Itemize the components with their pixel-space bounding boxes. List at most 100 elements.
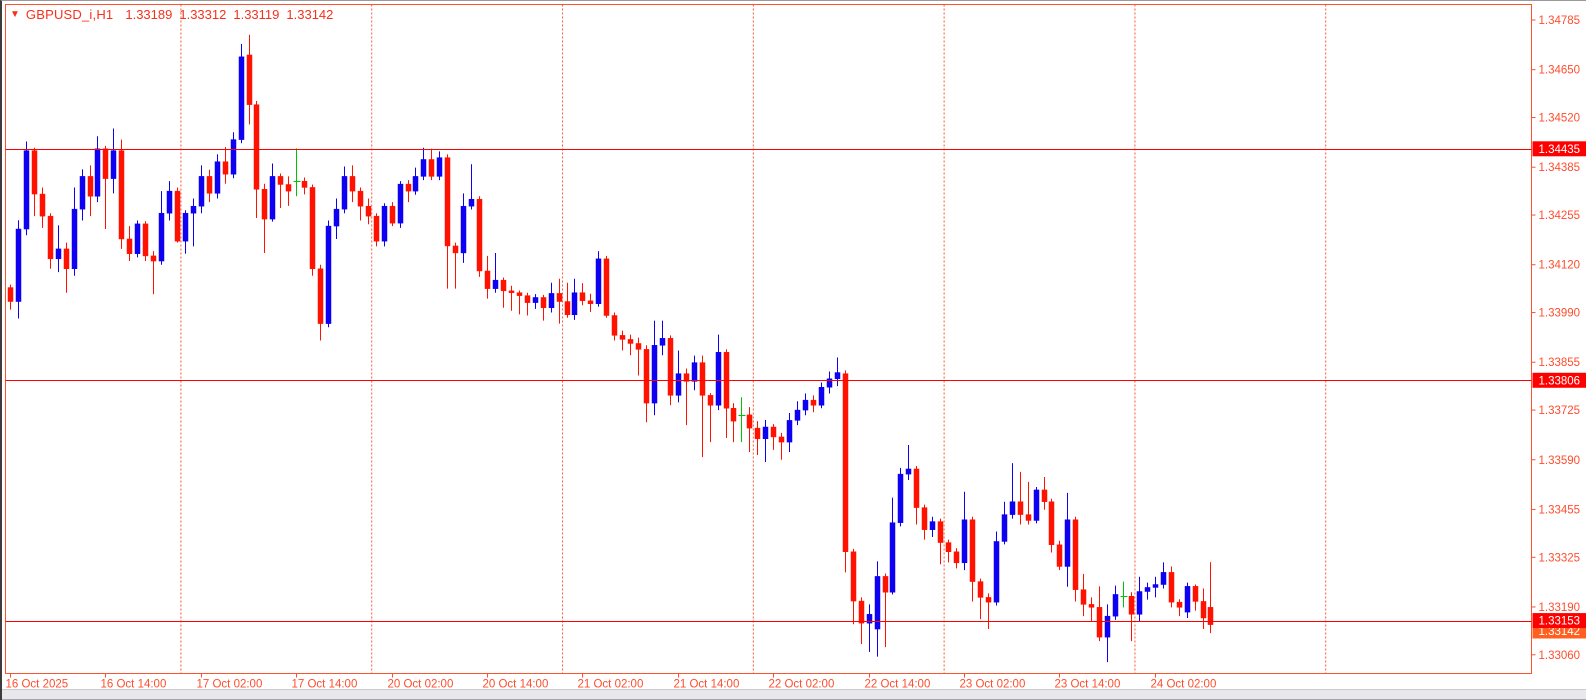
bullish-candle-body: [866, 614, 873, 624]
bullish-candle-body: [238, 56, 245, 140]
bearish-candle-body: [365, 205, 372, 217]
time-axis-label: 22 Oct 02:00: [769, 679, 835, 691]
ohlc-open: 1.33189: [125, 7, 173, 22]
bearish-candle-body: [810, 399, 817, 406]
bullish-candle-body: [818, 387, 825, 406]
bearish-candle-body: [1088, 604, 1095, 608]
bearish-candle-body: [357, 190, 364, 207]
bearish-candle-body: [277, 176, 284, 185]
bullish-candle-body: [1001, 514, 1008, 542]
bearish-candle-body: [627, 339, 634, 344]
bearish-candle-body: [540, 297, 547, 309]
chart-title: ▼ GBPUSD_i,H1 1.33189 1.33312 1.33119 1.…: [10, 7, 333, 22]
bearish-candle-body: [444, 157, 451, 247]
bearish-candle-body: [611, 315, 618, 336]
time-axis-label: 21 Oct 02:00: [578, 679, 644, 691]
bullish-candle-body: [397, 183, 404, 224]
bearish-candle-body: [746, 414, 753, 429]
bearish-candle-body: [246, 54, 253, 105]
bearish-candle-body: [579, 292, 586, 302]
price-axis-label: 1.33855: [1539, 357, 1581, 369]
bearish-candle-body: [850, 551, 857, 602]
bullish-candle-body: [802, 399, 809, 411]
level-price-label-box: [1532, 613, 1586, 629]
bullish-candle-body: [1112, 594, 1119, 617]
bearish-candle-body: [770, 426, 777, 438]
plot-frame: [5, 4, 1532, 674]
bearish-candle-body: [150, 255, 157, 262]
bearish-candle-body: [921, 507, 928, 530]
bearish-candle-body: [953, 551, 960, 564]
price-axis-label: 1.34520: [1539, 113, 1581, 125]
bearish-candle-body: [174, 190, 181, 242]
bearish-candle-body: [977, 581, 984, 598]
bullish-candle-body: [190, 205, 197, 214]
price-axis-label: 1.33455: [1539, 504, 1581, 516]
bullish-candle-body: [1136, 591, 1143, 615]
bearish-candle-body: [142, 223, 149, 257]
bearish-candle-body: [31, 150, 38, 195]
bearish-candle-body: [1096, 607, 1103, 638]
bearish-candle-body: [619, 335, 626, 340]
bearish-candle-body: [643, 349, 650, 404]
price-axis-label: 1.33325: [1539, 552, 1581, 564]
bearish-candle-body: [913, 468, 920, 508]
bearish-candle-body: [309, 187, 316, 270]
bullish-candle-body: [1064, 519, 1071, 567]
bullish-candle-body: [762, 426, 769, 440]
bearish-candle-body: [500, 279, 507, 292]
bearish-candle-body: [945, 542, 952, 553]
bearish-candle-body: [730, 407, 737, 422]
bullish-candle-body: [1184, 586, 1191, 613]
bearish-candle-body: [1200, 601, 1207, 619]
bullish-candle-body: [15, 228, 22, 302]
bearish-candle-body: [1017, 501, 1024, 515]
time-axis-label: 23 Oct 14:00: [1055, 679, 1121, 691]
bearish-candle-body: [1041, 489, 1048, 502]
bearish-candle-body: [373, 215, 380, 242]
bullish-candle-body: [786, 420, 793, 443]
bearish-candle-body: [1192, 586, 1199, 602]
bullish-candle-body: [905, 468, 912, 475]
ohlc-high: 1.33312: [179, 7, 227, 22]
bullish-candle-body: [23, 150, 30, 230]
bullish-candle-body: [1160, 572, 1167, 585]
price-axis-label: 1.33990: [1539, 308, 1581, 320]
bearish-candle-body: [858, 600, 865, 624]
bearish-candle-body: [253, 104, 260, 190]
bearish-candle-body: [683, 373, 690, 382]
time-axis-label: 23 Oct 02:00: [960, 679, 1026, 691]
bullish-candle-body: [1009, 501, 1016, 515]
bearish-candle-body: [985, 597, 992, 603]
bullish-candle-body: [460, 205, 467, 254]
bearish-candle-body: [516, 292, 523, 296]
bearish-candle-body: [476, 198, 483, 272]
bearish-candle-body: [484, 270, 491, 289]
bullish-candle-body: [1033, 489, 1040, 521]
ohlc-low: 1.33119: [233, 7, 280, 22]
price-axis-label: 1.34385: [1539, 162, 1581, 174]
bearish-candle-body: [389, 205, 396, 224]
bullish-candle-body: [182, 212, 189, 242]
chart-symbol-period: GBPUSD_i,H1: [25, 7, 114, 22]
time-axis-label: 17 Oct 14:00: [292, 679, 358, 691]
bullish-candle-body: [269, 176, 276, 220]
bearish-candle-body: [969, 519, 976, 582]
bullish-candle-body: [889, 522, 896, 593]
bullish-candle-body: [675, 373, 682, 396]
bearish-candle-body: [699, 362, 706, 396]
bullish-candle-body: [834, 372, 841, 380]
bullish-candle-body: [158, 212, 165, 262]
bullish-candle-body: [532, 297, 539, 303]
bearish-candle-body: [349, 176, 356, 192]
bearish-candle-body: [778, 436, 785, 443]
bullish-candle-body: [436, 157, 443, 177]
symbol-dropdown-arrow-icon[interactable]: ▼: [10, 9, 20, 20]
bearish-candle-body: [707, 395, 714, 406]
bullish-candle-body: [993, 541, 1000, 603]
bullish-candle-body: [1152, 584, 1159, 588]
bearish-candle-body: [261, 189, 268, 220]
bullish-candle-body: [1144, 587, 1151, 592]
bullish-candle-body: [94, 148, 101, 197]
